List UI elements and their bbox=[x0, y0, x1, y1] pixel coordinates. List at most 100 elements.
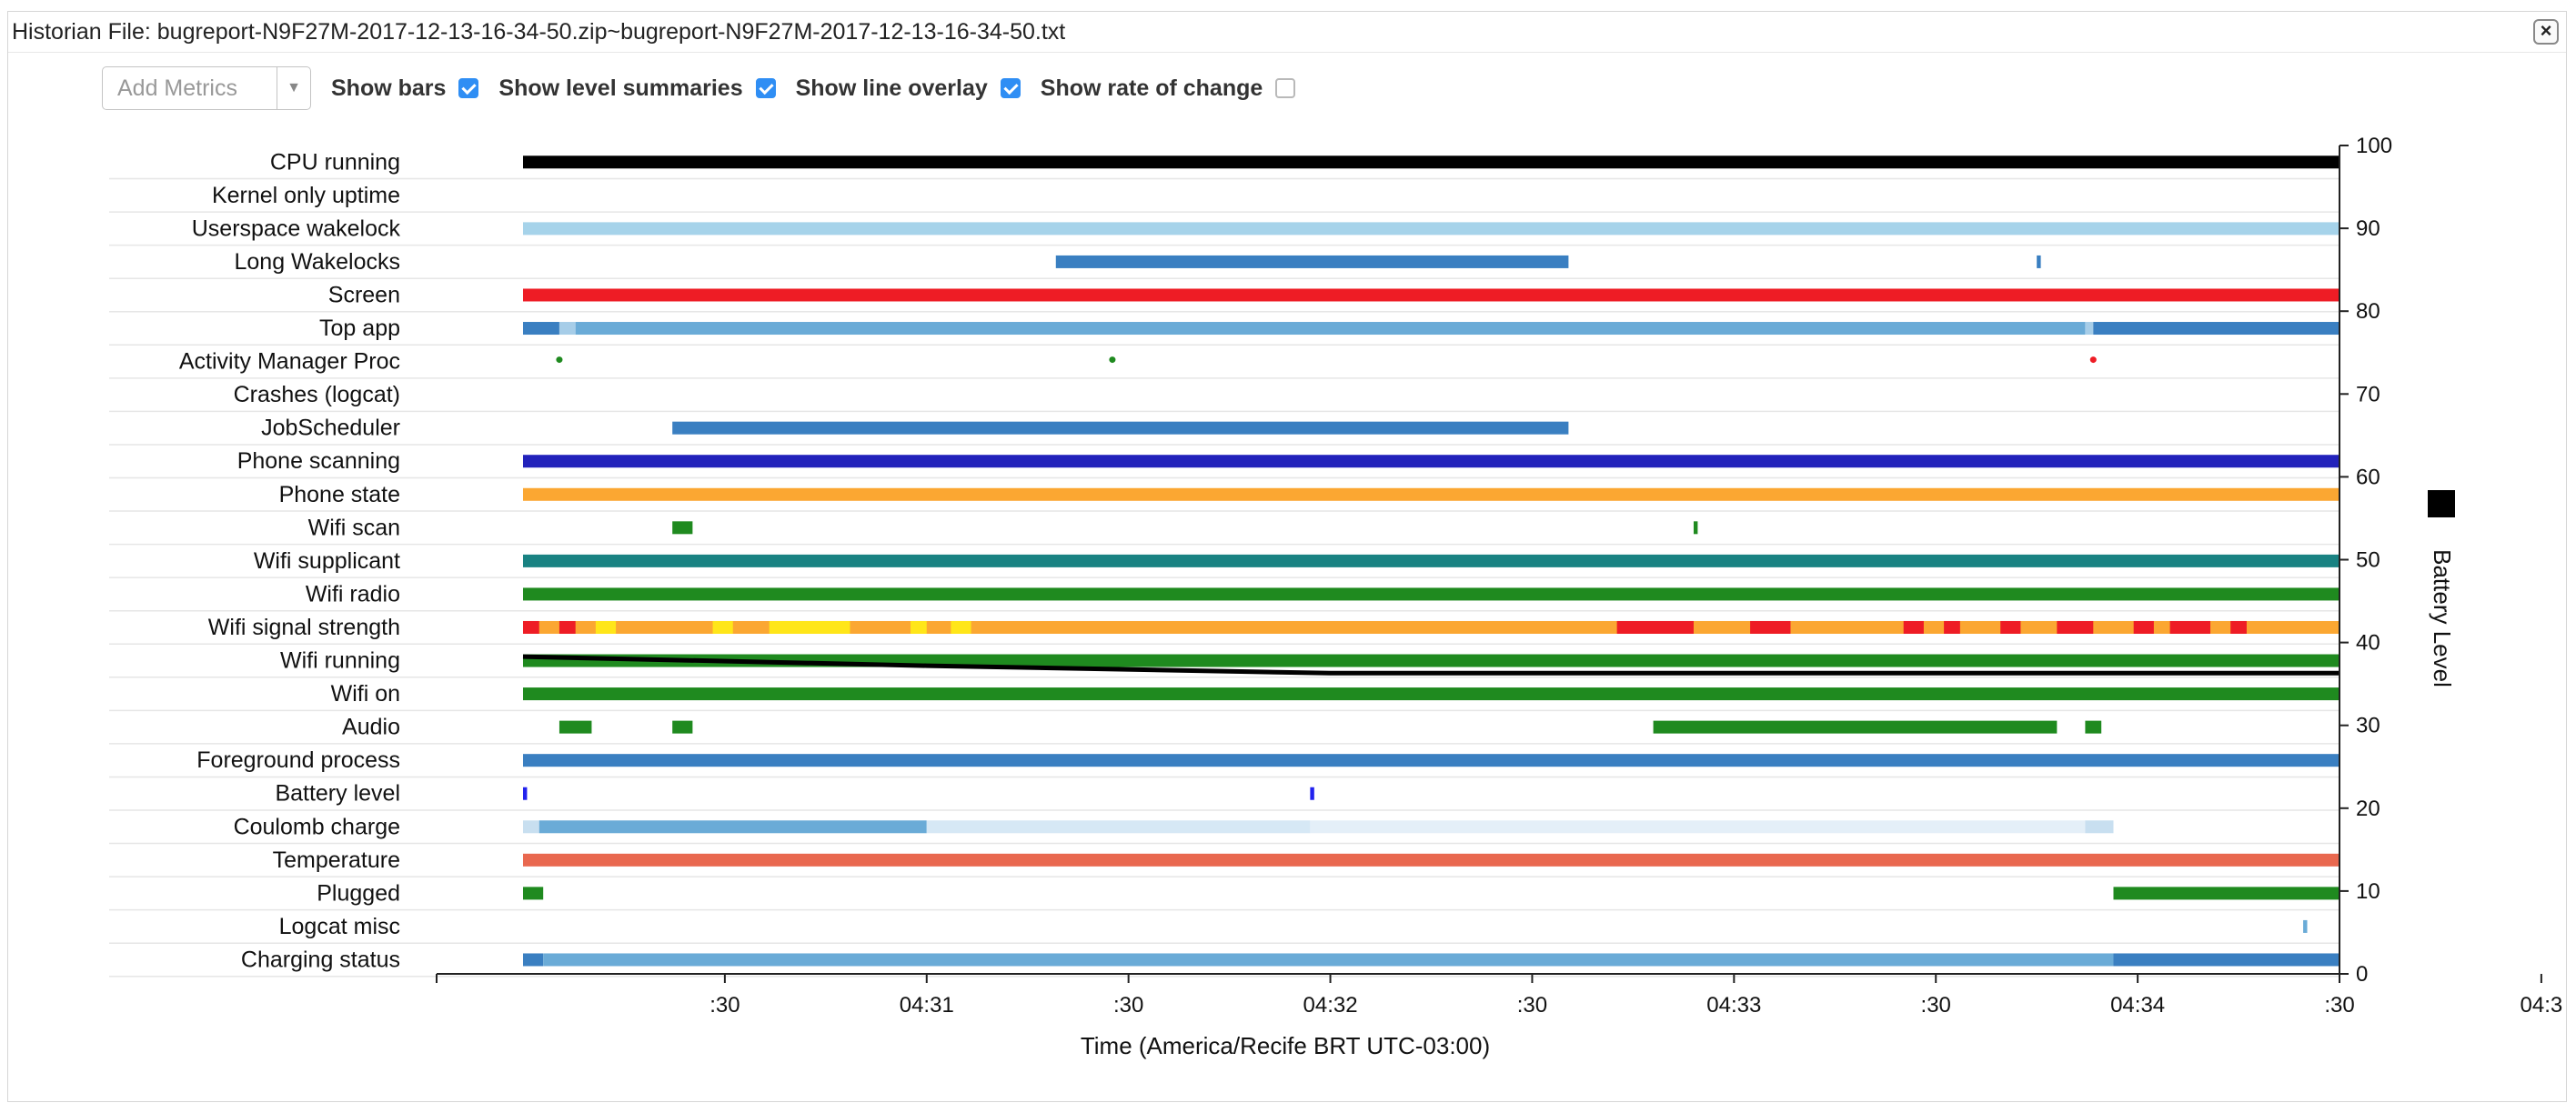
timeline-bar[interactable] bbox=[523, 587, 2340, 601]
x-tick-label: 04:34 bbox=[2110, 993, 2165, 1018]
y-tick-label: 30 bbox=[2356, 714, 2380, 738]
timeline-bar[interactable] bbox=[523, 887, 544, 900]
row-label: Audio bbox=[342, 715, 400, 740]
timeline-bar[interactable] bbox=[712, 620, 733, 634]
option-label: Show level summaries bbox=[498, 75, 743, 101]
timeline-bar[interactable] bbox=[1653, 720, 2058, 734]
timeline-bar[interactable] bbox=[523, 554, 2340, 567]
row-label: Userspace wakelock bbox=[192, 216, 401, 241]
y-tick-label: 50 bbox=[2356, 548, 2380, 573]
panel-title: Historian File: bugreport-N9F27M-2017-12… bbox=[8, 12, 2566, 53]
timeline-bar[interactable] bbox=[1750, 620, 1791, 634]
event-dot[interactable] bbox=[1109, 356, 1116, 364]
timeline-bar[interactable] bbox=[2113, 953, 2340, 967]
timeline-bar[interactable] bbox=[1616, 620, 1694, 634]
timeline-bar[interactable] bbox=[911, 620, 927, 634]
timeline-bar[interactable] bbox=[672, 720, 693, 734]
y-axis-title: Battery Level bbox=[2429, 549, 2456, 687]
timeline-bar[interactable] bbox=[523, 853, 2340, 867]
row-label: JobScheduler bbox=[261, 416, 400, 441]
controls-bar: Add Metrics ▼ Show bars Show level summa… bbox=[102, 65, 1296, 111]
close-icon[interactable]: × bbox=[2533, 19, 2559, 45]
row-label: Activity Manager Proc bbox=[179, 349, 400, 375]
event-dot[interactable] bbox=[2089, 356, 2097, 364]
add-metrics-select[interactable]: Add Metrics ▼ bbox=[102, 66, 311, 110]
timeline-bar[interactable] bbox=[2000, 620, 2021, 634]
timeline-bar[interactable] bbox=[2057, 620, 2094, 634]
timeline-bar[interactable] bbox=[672, 421, 1569, 435]
timeline-bar[interactable] bbox=[523, 288, 2340, 302]
timeline-bar[interactable] bbox=[1055, 255, 1569, 268]
timeline-bar[interactable] bbox=[2085, 322, 2094, 336]
timeline-bar[interactable] bbox=[538, 820, 927, 834]
row-label: Phone scanning bbox=[237, 448, 400, 474]
y-tick-label: 80 bbox=[2356, 299, 2380, 324]
timeline-bar[interactable] bbox=[2085, 820, 2114, 834]
timeline-bar[interactable] bbox=[2303, 919, 2308, 933]
timeline-bar[interactable] bbox=[672, 521, 693, 535]
timeline-bar[interactable] bbox=[1903, 620, 1924, 634]
timeline-bar[interactable] bbox=[523, 155, 2340, 169]
row-label: Long Wakelocks bbox=[235, 249, 401, 275]
option-label: Show bars bbox=[331, 75, 447, 101]
show-line-overlay-checkbox[interactable] bbox=[1000, 78, 1021, 98]
y-tick-label: 100 bbox=[2356, 134, 2392, 158]
timeline-bar[interactable] bbox=[1693, 521, 1698, 535]
timeline-bar[interactable] bbox=[1310, 787, 1314, 800]
legend-swatch bbox=[2428, 490, 2455, 517]
x-tick-label: 04:3 bbox=[2521, 993, 2563, 1018]
timeline-bar[interactable] bbox=[2169, 620, 2210, 634]
timeline-bar[interactable] bbox=[2093, 322, 2340, 336]
timeline-bar[interactable] bbox=[558, 620, 576, 634]
timeline-bar[interactable] bbox=[523, 322, 559, 336]
timeline-bar[interactable] bbox=[595, 620, 617, 634]
timeline-bar[interactable] bbox=[951, 620, 971, 634]
event-dot[interactable] bbox=[556, 356, 563, 364]
timeline-bar[interactable] bbox=[1310, 820, 2086, 834]
timeline-bar[interactable] bbox=[575, 322, 2086, 336]
option-show-level-summaries[interactable]: Show level summaries bbox=[498, 75, 776, 102]
timeline-bar[interactable] bbox=[543, 953, 2114, 967]
row-label: Temperature bbox=[273, 847, 400, 873]
show-level-summaries-checkbox[interactable] bbox=[755, 78, 776, 98]
add-metrics-placeholder: Add Metrics bbox=[117, 75, 237, 101]
timeline-bar[interactable] bbox=[2113, 887, 2340, 900]
timeline-bar[interactable] bbox=[523, 820, 539, 834]
row-label: Logcat misc bbox=[279, 914, 400, 939]
y-tick-label: 40 bbox=[2356, 631, 2380, 656]
timeline-bar[interactable] bbox=[926, 820, 1311, 834]
row-label: Top app bbox=[319, 316, 400, 341]
timeline-bar[interactable] bbox=[558, 322, 576, 336]
timeline-bar[interactable] bbox=[523, 455, 2340, 468]
show-rate-of-change-checkbox[interactable] bbox=[1275, 78, 1296, 98]
chevron-down-icon[interactable]: ▼ bbox=[277, 67, 310, 109]
timeline-bar[interactable] bbox=[2037, 255, 2041, 268]
timeline-bar[interactable] bbox=[523, 222, 2340, 236]
timeline-bar[interactable] bbox=[769, 620, 850, 634]
row-label: Crashes (logcat) bbox=[234, 382, 400, 407]
option-label: Show line overlay bbox=[795, 75, 988, 101]
timeline-bar[interactable] bbox=[2085, 720, 2102, 734]
show-bars-checkbox[interactable] bbox=[458, 78, 479, 98]
timeline-bar[interactable] bbox=[558, 720, 592, 734]
timeline-bar[interactable] bbox=[523, 787, 528, 800]
timeline-bar[interactable] bbox=[523, 620, 539, 634]
row-label: Wifi scan bbox=[308, 515, 400, 540]
option-label: Show rate of change bbox=[1040, 75, 1263, 101]
option-show-bars[interactable]: Show bars bbox=[331, 75, 479, 102]
row-label: Wifi supplicant bbox=[254, 548, 400, 574]
option-show-rate-of-change[interactable]: Show rate of change bbox=[1040, 75, 1296, 102]
timeline-bar[interactable] bbox=[1944, 620, 1960, 634]
timeline-bar[interactable] bbox=[523, 754, 2340, 767]
timeline-bar[interactable] bbox=[523, 687, 2340, 701]
timeline-bar[interactable] bbox=[523, 654, 2340, 667]
timeline-bar[interactable] bbox=[523, 953, 544, 967]
timeline-bar[interactable] bbox=[2133, 620, 2154, 634]
timeline-bar[interactable] bbox=[2230, 620, 2247, 634]
option-show-line-overlay[interactable]: Show line overlay bbox=[796, 75, 1021, 102]
timeline-bar[interactable] bbox=[523, 620, 2340, 634]
timeline-bar[interactable] bbox=[523, 487, 2340, 501]
row-label: Charging status bbox=[241, 947, 400, 972]
row-label: Wifi signal strength bbox=[208, 615, 400, 640]
row-label: CPU running bbox=[270, 149, 400, 175]
